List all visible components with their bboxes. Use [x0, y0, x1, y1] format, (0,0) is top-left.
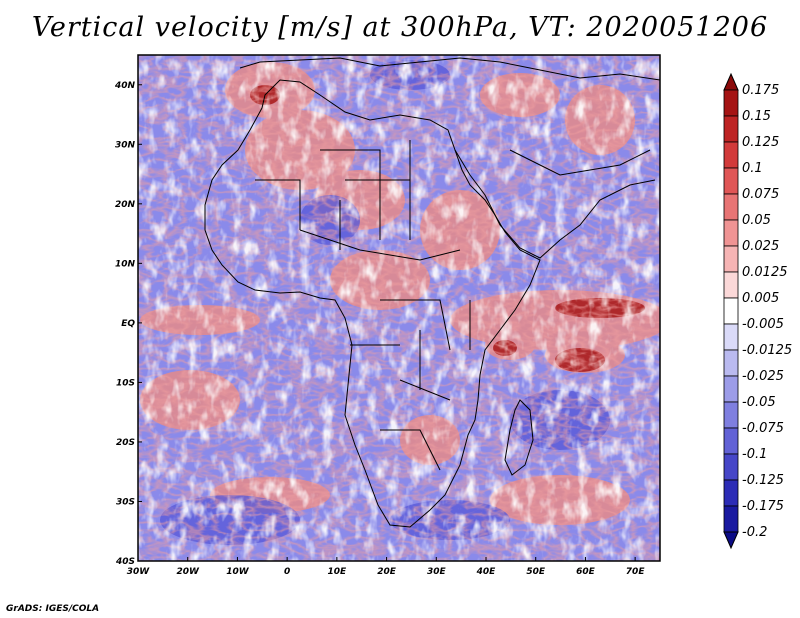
lat-tick-label: 30N: [115, 140, 136, 150]
arabia-coastline: [454, 149, 656, 259]
lat-tick-label: 20S: [116, 438, 135, 448]
lon-tick-label: 60E: [576, 567, 596, 577]
colorbar-label: 0.05: [742, 213, 771, 228]
colorbar-swatch: [723, 167, 739, 195]
colorbar-swatch: [723, 141, 739, 169]
lon-tick-label: 20E: [377, 567, 397, 577]
lat-tick-label: 40S: [115, 557, 135, 567]
colorbar-label: 0.0125: [742, 265, 788, 280]
plot-frame: [137, 54, 661, 562]
colorbar-label: -0.125: [742, 473, 784, 488]
colorbar-swatch: [723, 453, 739, 481]
latitude-axis: 40N 30N 20N 10N EQ 10S 20S 30S 40S: [114, 81, 142, 567]
colorbar-label: -0.005: [742, 317, 784, 332]
lat-tick-label: 40N: [114, 81, 136, 91]
colorbar-swatch: [723, 115, 739, 143]
colorbar-label: 0.005: [742, 291, 779, 306]
madagascar-coastline: [504, 399, 534, 476]
colorbar-label: -0.2: [742, 525, 767, 540]
colorbar-label: 0.025: [742, 239, 779, 254]
colorbar-bottom-arrow: [723, 531, 739, 550]
lat-tick-label: 10S: [116, 378, 135, 388]
africa-coastline: [204, 79, 541, 528]
lat-tick-label: 20N: [115, 200, 136, 210]
lon-tick-label: 70E: [626, 567, 646, 577]
colorbar-swatch: [723, 505, 739, 533]
colorbar-swatch: [723, 297, 739, 325]
colorbar-swatch: [723, 271, 739, 299]
vertical-velocity-field: [138, 55, 660, 561]
colorbar-label: -0.0125: [742, 343, 792, 358]
colorbar-swatch: [723, 323, 739, 351]
lon-tick-label: 30W: [127, 567, 151, 577]
lon-tick-label: 10E: [328, 567, 348, 577]
colorbar-label: -0.1: [742, 447, 767, 462]
colorbar-swatch: [723, 219, 739, 247]
plot-title: Vertical velocity [m/s] at 300hPa, VT: 2…: [31, 12, 769, 43]
lat-tick-label: EQ: [121, 319, 135, 329]
colorbar-label: -0.175: [742, 499, 784, 514]
lon-tick-label: 50E: [526, 567, 546, 577]
colorbar-label: 0.075: [742, 187, 779, 202]
lat-tick-label: 30S: [116, 497, 135, 507]
lat-tick-label: 10N: [115, 259, 136, 269]
colorbar: 0.175 0.15 0.125 0.1 0.075 0.05 0.025 0.0125 0.0…: [723, 72, 792, 550]
country-borders: [255, 140, 471, 471]
lon-tick-label: 20W: [176, 567, 200, 577]
lon-tick-label: 30E: [427, 567, 447, 577]
colorbar-swatch: [723, 479, 739, 507]
mediterranean-coastline: [239, 57, 660, 81]
colorbar-top-arrow: [723, 72, 739, 91]
colorbar-label: -0.05: [742, 395, 776, 410]
colorbar-label: -0.025: [742, 369, 784, 384]
longitude-axis: 30W 20W 10W 0 10E 20E 30E 40E 50E 60E 70E: [127, 557, 646, 577]
coastlines: [204, 57, 660, 528]
lon-tick-label: 10W: [226, 567, 250, 577]
grads-credit: GrADS: IGES/COLA: [6, 604, 100, 614]
colorbar-swatch: [723, 375, 739, 403]
colorbar-label: 0.175: [742, 83, 779, 98]
lon-tick-label: 40E: [476, 567, 497, 577]
colorbar-swatch: [723, 427, 739, 455]
colorbar-label: -0.075: [742, 421, 784, 436]
colorbar-swatch: [723, 349, 739, 377]
colorbar-swatch: [723, 401, 739, 429]
lon-tick-label: 0: [284, 567, 290, 577]
colorbar-label: 0.1: [742, 161, 763, 176]
colorbar-swatch: [723, 245, 739, 273]
colorbar-swatch: [723, 89, 739, 117]
colorbar-label: 0.125: [742, 135, 779, 150]
colorbar-swatch: [723, 193, 739, 221]
colorbar-label: 0.15: [742, 109, 771, 124]
